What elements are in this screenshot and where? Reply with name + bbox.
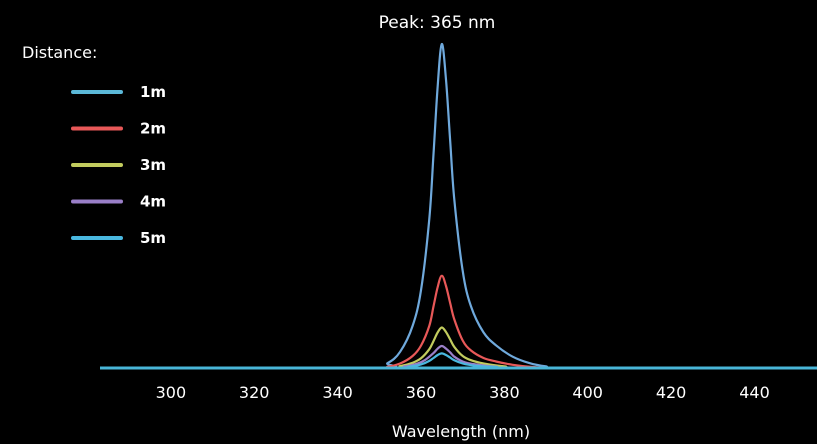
legend-label-1m: 1m [140, 83, 166, 101]
x-tick-label: 360 [406, 383, 437, 402]
chart-title: Peak: 365 nm [379, 13, 496, 33]
legend-label-3m: 3m [140, 156, 166, 174]
x-tick-label: 340 [322, 383, 353, 402]
series-line-2m [100, 274, 817, 370]
series-line-1m [100, 42, 817, 370]
legend-title: Distance: [22, 43, 97, 62]
x-tick-label: 300 [156, 383, 187, 402]
x-tick-label: 440 [739, 383, 770, 402]
x-tick-label: 420 [656, 383, 687, 402]
legend: 1m 2m 3m 4m 5m [71, 83, 166, 247]
x-tick-labels: 300 320 340 360 380 400 420 440 [156, 383, 770, 402]
legend-label-4m: 4m [140, 193, 166, 211]
legend-label-2m: 2m [140, 120, 166, 138]
series-lines [100, 42, 817, 370]
x-tick-label: 380 [489, 383, 520, 402]
x-tick-label: 320 [239, 383, 270, 402]
legend-label-5m: 5m [140, 229, 166, 247]
series-line-3m [100, 326, 817, 370]
x-axis-label: Wavelength (nm) [392, 422, 530, 441]
series-line-4m [100, 344, 817, 370]
x-tick-label: 400 [572, 383, 603, 402]
